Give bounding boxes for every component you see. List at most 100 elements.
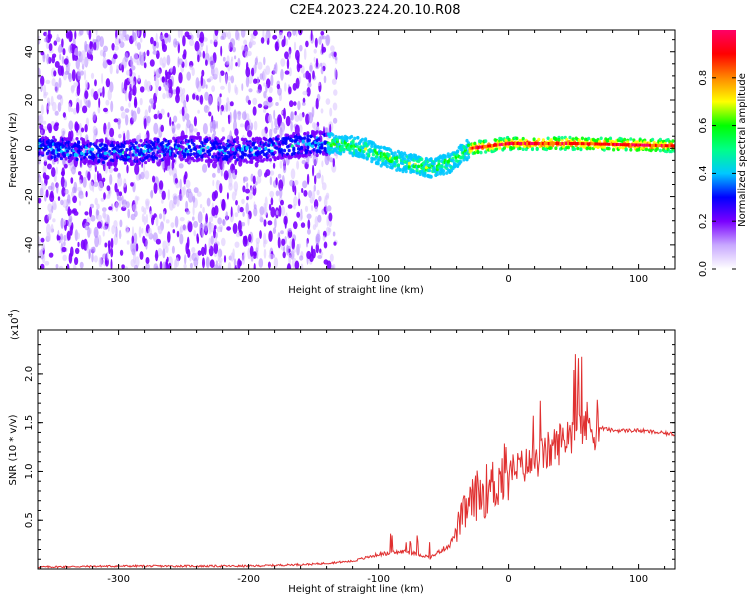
spectrogram-cell: [318, 135, 323, 143]
spectrogram-cell: [71, 166, 76, 175]
spectrogram-cell: [243, 46, 249, 52]
spectrogram-cell: [88, 49, 93, 55]
x-tick-label: -100: [367, 274, 390, 285]
spectrogram-cell: [500, 142, 503, 146]
spectrogram-cell: [257, 136, 262, 141]
spectrogram-cell: [56, 33, 59, 40]
spectrogram-cell: [560, 136, 564, 140]
spectrogram-cell: [284, 141, 288, 145]
spectrogram-cell: [51, 78, 56, 87]
spectrogram-cell: [170, 156, 174, 160]
spectrogram-cell: [93, 255, 98, 263]
spectrogram-cell: [126, 164, 129, 174]
spectrogram-cell: [73, 155, 79, 168]
spectrogram-cell: [200, 246, 206, 257]
spectrogram-cell: [66, 263, 70, 269]
spectrogram-cell: [317, 254, 323, 259]
spectrogram-cell: [225, 73, 228, 86]
spectrogram-cell: [296, 211, 301, 218]
spectrogram-cell: [288, 86, 292, 95]
spectrogram-cell: [193, 220, 199, 228]
spectrogram-cell: [107, 89, 112, 101]
spectrogram-cell: [82, 105, 88, 114]
x-tick-label: -300: [107, 574, 130, 585]
spectrogram-cell: [262, 68, 267, 81]
spectrogram-cell: [86, 243, 90, 254]
spectrogram-cell: [232, 164, 235, 170]
spectrogram-cell: [146, 49, 150, 57]
spectrogram-cell: [639, 143, 642, 147]
spectrogram-cell: [110, 258, 113, 269]
spectrogram-cell: [63, 58, 69, 65]
spectrogram-cell: [195, 94, 199, 101]
spectrogram-cell: [90, 54, 94, 61]
spectrogram-cell: [166, 90, 169, 99]
spectrogram-cell: [141, 213, 145, 223]
spectrogram-cell: [53, 40, 58, 46]
spectrogram-cell: [629, 137, 633, 141]
chart-title: C2E4.2023.224.20.10.R08: [289, 3, 460, 18]
spectrogram-cell: [329, 157, 334, 163]
spectrogram-cell: [200, 75, 203, 87]
spectrogram-cell: [323, 206, 327, 212]
spectrogram-cell: [662, 144, 665, 148]
colorbar-tick-label: 0.4: [698, 165, 709, 181]
snr-series-line: [38, 354, 675, 569]
spectrogram-cell: [487, 144, 490, 148]
spectrogram-cell: [332, 157, 335, 168]
spectrogram-cell: [331, 133, 335, 137]
spectrogram-cell: [521, 136, 525, 141]
spectrogram-cell: [90, 72, 95, 79]
spectrogram-cell: [90, 246, 96, 254]
spectrogram-cell: [161, 76, 166, 83]
spectrogram-cell: [306, 213, 312, 220]
spectrogram-cell: [551, 142, 554, 145]
spectrogram-cell: [522, 142, 525, 145]
spectrogram-cell: [158, 86, 162, 91]
spectrogram-cell: [185, 210, 191, 215]
spectrogram-cell: [130, 65, 136, 71]
spectrogram-cell: [220, 70, 225, 76]
spectrogram-cell: [276, 83, 281, 90]
spectrogram-cell: [137, 161, 141, 165]
spectrogram-cell: [42, 120, 47, 125]
spectrogram-cell: [174, 41, 180, 46]
colorbar-tick-label: 0.6: [698, 118, 709, 134]
spectrogram-cell: [245, 66, 251, 78]
spectrogram-x-label: Height of straight line (km): [288, 285, 424, 296]
spectrogram-cell: [50, 155, 54, 160]
spectrogram-cell: [81, 58, 87, 66]
spectrogram-cell: [316, 172, 321, 179]
spectrogram-cell: [499, 137, 503, 141]
spectrogram-cell: [323, 241, 328, 249]
spectrogram-cell: [291, 238, 295, 251]
spectrogram-cell: [404, 169, 408, 174]
spectrogram-cell: [75, 247, 80, 255]
spectrogram-cell: [229, 111, 232, 124]
spectrogram-cell: [320, 143, 324, 147]
spectrogram-cell: [423, 173, 427, 178]
spectrogram-cell: [214, 190, 218, 199]
spectrogram-cell: [293, 101, 297, 106]
spectrogram-cell: [306, 131, 310, 135]
spectrogram-cell: [278, 31, 283, 40]
spectrogram-cell: [205, 84, 208, 89]
spectrogram-cell: [537, 142, 540, 145]
spectrogram-cell: [119, 219, 123, 228]
spectrogram-cell: [76, 123, 79, 134]
spectrogram-cell: [253, 63, 256, 75]
spectrogram-cell: [261, 128, 266, 137]
spectrogram-cell: [385, 164, 389, 169]
spectrogram-cell: [144, 109, 148, 118]
spectrogram-cell: [290, 168, 296, 180]
spectrogram-cell: [174, 177, 178, 184]
spectrogram-cell: [171, 245, 175, 254]
spectrogram-cell: [280, 199, 284, 206]
spectrogram-cell: [250, 187, 254, 194]
spectrogram-cell: [64, 157, 68, 161]
spectrogram-cell: [198, 137, 202, 141]
spectrogram-cell: [202, 123, 208, 135]
spectrogram-cell: [331, 163, 337, 173]
spectrogram-cell: [300, 222, 306, 228]
spectrogram-cell: [212, 161, 217, 169]
